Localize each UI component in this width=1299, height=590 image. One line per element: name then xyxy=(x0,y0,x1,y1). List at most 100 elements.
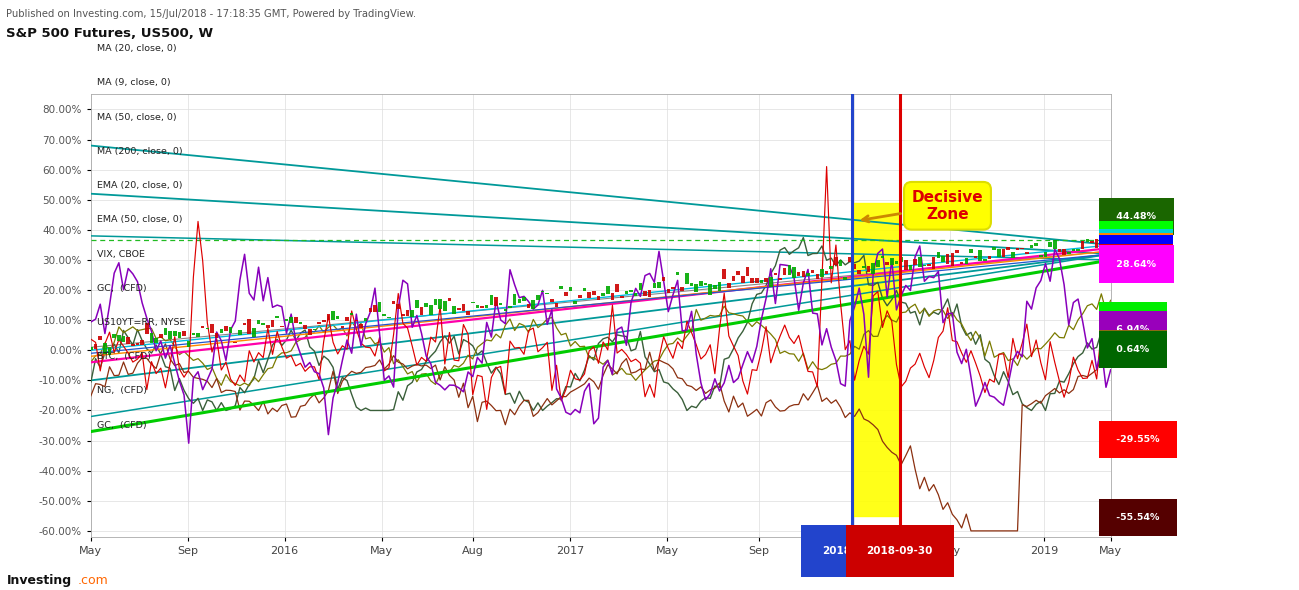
Bar xyxy=(229,327,233,333)
Bar xyxy=(657,283,661,288)
Bar xyxy=(494,297,498,306)
Bar xyxy=(820,269,824,277)
Bar xyxy=(257,320,260,324)
Bar xyxy=(364,318,368,321)
Bar xyxy=(382,314,386,316)
Bar xyxy=(708,284,712,295)
Bar xyxy=(899,257,903,263)
Bar xyxy=(643,291,647,296)
Bar xyxy=(252,329,256,337)
Bar xyxy=(452,306,456,314)
Bar xyxy=(275,316,279,317)
Bar xyxy=(326,314,330,320)
Bar xyxy=(672,287,674,289)
Bar xyxy=(214,333,218,337)
Bar xyxy=(1109,244,1112,249)
Text: 2018-09-30: 2018-09-30 xyxy=(866,546,933,556)
Bar xyxy=(992,247,996,250)
Bar xyxy=(722,270,726,279)
Bar xyxy=(946,254,950,264)
Bar xyxy=(331,312,335,320)
Bar xyxy=(392,301,395,304)
Bar xyxy=(839,260,842,266)
Bar xyxy=(304,325,307,329)
Text: GC,  (CFD): GC, (CFD) xyxy=(97,421,147,430)
Text: 0.64%: 0.64% xyxy=(1113,345,1152,354)
Bar xyxy=(569,287,573,291)
Bar xyxy=(931,257,935,269)
Bar xyxy=(908,264,912,270)
Bar xyxy=(1081,241,1085,249)
Bar xyxy=(349,313,353,315)
Bar xyxy=(573,301,577,304)
Text: VIX, CBOE: VIX, CBOE xyxy=(97,250,145,258)
Bar xyxy=(1063,249,1066,255)
Bar xyxy=(169,331,171,339)
Text: Decisive
Zone: Decisive Zone xyxy=(863,189,983,222)
Bar xyxy=(336,316,339,319)
Bar xyxy=(155,339,158,343)
Text: MA (200, close, 0): MA (200, close, 0) xyxy=(97,147,183,156)
Bar xyxy=(405,310,409,316)
Bar xyxy=(662,277,665,281)
Bar xyxy=(438,299,442,309)
Bar xyxy=(178,332,181,338)
Bar xyxy=(270,320,274,327)
Bar xyxy=(951,254,955,266)
Bar xyxy=(987,256,991,259)
Bar xyxy=(648,290,652,297)
Bar xyxy=(234,342,236,343)
Text: 36.59%: 36.59% xyxy=(1113,235,1159,245)
Bar xyxy=(983,259,987,261)
Bar xyxy=(220,329,223,333)
Bar xyxy=(760,280,764,283)
Text: NG,  (CFD): NG, (CFD) xyxy=(97,386,147,395)
Bar xyxy=(158,335,162,338)
Bar xyxy=(1057,248,1061,253)
Bar xyxy=(1066,253,1070,254)
Bar xyxy=(205,327,209,329)
Bar xyxy=(825,271,829,274)
Bar xyxy=(834,257,838,266)
Bar xyxy=(266,325,270,327)
Bar xyxy=(796,273,800,276)
Bar xyxy=(322,320,326,322)
Bar xyxy=(531,300,535,309)
Bar xyxy=(416,300,418,308)
Bar xyxy=(998,249,1000,257)
Text: Investing: Investing xyxy=(6,574,71,587)
Bar xyxy=(90,348,92,349)
Bar xyxy=(695,284,698,292)
Bar xyxy=(942,256,944,262)
Text: EMA (50, close, 0): EMA (50, close, 0) xyxy=(97,215,183,224)
Bar xyxy=(1048,242,1052,247)
Bar xyxy=(1034,243,1038,246)
Text: 32.09%: 32.09% xyxy=(1113,249,1159,258)
Bar xyxy=(508,306,512,308)
Bar xyxy=(737,271,740,274)
Bar xyxy=(755,278,759,283)
Text: 0.64%: 0.64% xyxy=(1113,344,1152,353)
Bar xyxy=(373,305,377,312)
Bar xyxy=(187,342,191,348)
Bar xyxy=(472,302,474,303)
Bar xyxy=(639,283,642,290)
Bar xyxy=(675,272,679,275)
Bar xyxy=(549,299,553,301)
Bar xyxy=(261,323,265,325)
Bar xyxy=(173,330,177,336)
Text: MA (50, close, 0): MA (50, close, 0) xyxy=(97,113,177,122)
Bar xyxy=(560,286,562,289)
Bar xyxy=(863,266,865,268)
Text: Published on Investing.com, 15/Jul/2018 - 17:18:35 GMT, Powered by TradingView.: Published on Investing.com, 15/Jul/2018 … xyxy=(6,9,417,19)
Bar xyxy=(1104,241,1108,244)
Bar xyxy=(443,301,447,311)
Bar xyxy=(685,273,688,284)
Bar xyxy=(103,343,107,353)
Text: GC,  (CFD): GC, (CFD) xyxy=(97,284,147,293)
Bar xyxy=(145,323,148,334)
Bar xyxy=(1086,239,1089,242)
Bar xyxy=(816,274,820,279)
Bar xyxy=(225,326,227,331)
Bar xyxy=(583,288,586,291)
